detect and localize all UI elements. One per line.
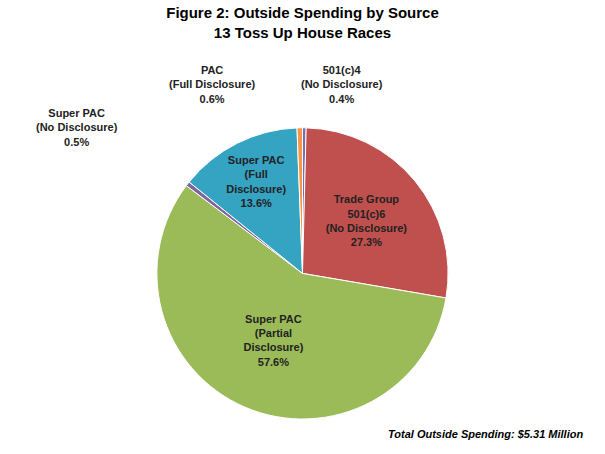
svg-text:Super PAC(FullDisclosure)13.6%: Super PAC(FullDisclosure)13.6%: [226, 154, 286, 209]
svg-text:Super PAC(PartialDisclosure)57: Super PAC(PartialDisclosure)57.6%: [243, 313, 303, 368]
svg-text:Total Outside Spending: $5.31: Total Outside Spending: $5.31 Million: [388, 428, 583, 440]
svg-text:Trade Group501(c)6(No Disclosu: Trade Group501(c)6(No Disclosure)27.3%: [326, 193, 408, 248]
svg-text:PAC(Full Disclosure)0.6%: PAC(Full Disclosure)0.6%: [169, 64, 256, 105]
svg-text:Figure 2: Outside Spending by: Figure 2: Outside Spending by Source13 T…: [166, 4, 439, 41]
svg-text:Super PAC(No Disclosure)0.5%: Super PAC(No Disclosure)0.5%: [36, 107, 118, 148]
svg-text:501(c)4(No Disclosure)0.4%: 501(c)4(No Disclosure)0.4%: [301, 64, 383, 105]
